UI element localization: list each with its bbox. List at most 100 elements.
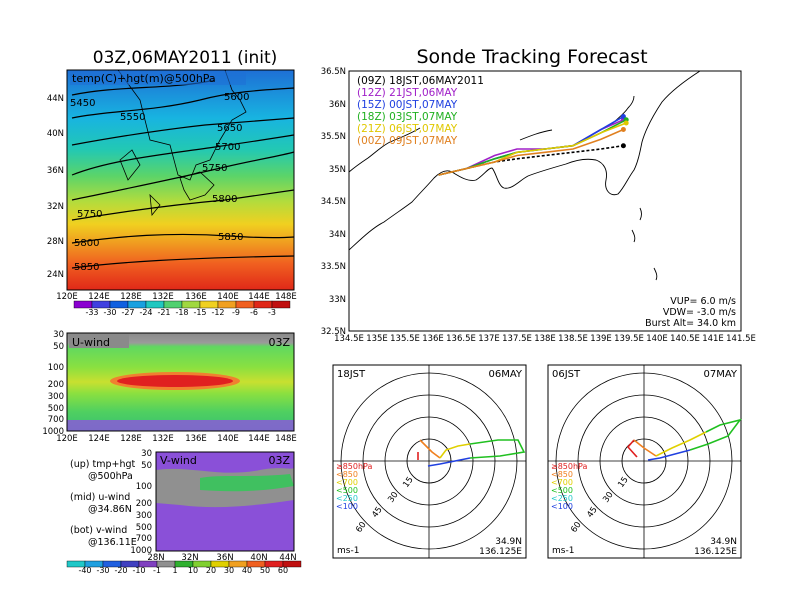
panel-vwind: V-wind 03Z 30 50 100 200 300 500 700 100…	[130, 449, 296, 563]
lat-tick: 44N	[279, 553, 296, 563]
track-legend-entry: (09Z) 18JST,06MAY2011	[357, 75, 484, 87]
lon-tick: 148E	[275, 434, 297, 444]
legend-notes: (up) tmp+hgt @500hPa (mid) u-wind @34.86…	[70, 459, 137, 548]
colorbar-label: -9	[232, 308, 240, 317]
p-tick: 500	[136, 523, 152, 533]
lon-tick: 135.5E	[390, 334, 420, 344]
hodo-lon: 136.125E	[479, 547, 522, 557]
lon-tick: 141E	[702, 334, 724, 344]
contour-label: 5650	[217, 123, 242, 134]
uwind-label: U-wind	[72, 336, 110, 349]
right-title: Sonde Tracking Forecast	[416, 46, 647, 68]
lat-tick: 44N	[47, 94, 64, 104]
track-map-frame	[348, 70, 742, 332]
hodo-legend-entry: <700	[551, 478, 573, 487]
wind-colorbar: -40 -30 -20 -10 -1 1 10 20 30 40 50 60	[66, 560, 302, 575]
vwind-time: 03Z	[268, 454, 290, 467]
lon-tick: 136.5E	[446, 334, 476, 344]
p-tick: 50	[141, 461, 152, 471]
colorbar-label: -30	[103, 308, 116, 317]
colorbar-swatch	[235, 300, 255, 309]
lon-tick: 139.5E	[614, 334, 644, 344]
contour-label: 5800	[212, 194, 237, 205]
colorbar-label: 30	[224, 566, 234, 575]
lon-tick: 134.5E	[334, 334, 364, 344]
track-legend-entry: (15Z) 00JST,07MAY	[357, 99, 458, 111]
lat-tick: 40N	[47, 129, 64, 139]
contour-label: 5800	[74, 238, 99, 249]
hodo-units: ms-1	[552, 546, 574, 556]
height-contour-labels: 5450 5550 5600 5650 5700 5750 5750 5800 …	[70, 92, 249, 273]
colorbar-swatch	[271, 300, 291, 309]
colorbar-label: 20	[206, 566, 216, 575]
lon-tick: 136E	[422, 334, 444, 344]
colorbar-swatch	[282, 560, 302, 568]
hodo-time: 06JST	[552, 369, 581, 380]
hodo-lat: 34.9N	[495, 537, 522, 547]
p-tick: 500	[48, 404, 64, 414]
lon-tick: 124E	[88, 434, 110, 444]
colorbar-swatch	[145, 300, 165, 309]
lat-tick: 34N	[329, 230, 346, 240]
lat-tick: 36N	[329, 100, 346, 110]
note-line: @34.86N	[88, 504, 132, 515]
hodograph-right: 06JST 07MAY 15 30 45 60 ms-1 34.9N 136.1…	[547, 364, 742, 559]
colorbar-swatch	[91, 300, 111, 309]
colorbar-label: -3	[268, 308, 276, 317]
colorbar-label: -27	[121, 308, 134, 317]
lat-tick: 33N	[329, 295, 346, 305]
track-burst-point	[620, 143, 626, 149]
lat-tick: 28N	[147, 553, 164, 563]
vwind-frame	[155, 451, 295, 552]
hodo-date: 06MAY	[488, 369, 522, 380]
track-legend-entry: (00Z) 09JST,07MAY	[357, 135, 458, 147]
lat-tick: 36N	[47, 166, 64, 176]
note-line: (up) tmp+hgt	[70, 459, 136, 470]
jet-core-max	[117, 375, 233, 387]
vwind-label: V-wind	[160, 454, 197, 467]
track-burst-point	[620, 127, 626, 132]
p-tick: 300	[136, 511, 152, 521]
panel-500-frame	[66, 69, 295, 291]
uwind-time: 03Z	[268, 336, 290, 349]
colorbar-label: -24	[139, 308, 152, 317]
lon-tick: 140E	[217, 292, 239, 302]
lat-tick: 28N	[47, 237, 64, 247]
note-line: @136.11E	[88, 537, 137, 548]
lat-tick: 32N	[47, 202, 64, 212]
lon-tick: 137.5E	[502, 334, 532, 344]
lon-tick: 138.5E	[558, 334, 588, 344]
contour-label: 5750	[202, 163, 227, 174]
lon-tick: 140E	[646, 334, 668, 344]
hodo-legend-entry: <500	[551, 486, 573, 495]
track-burst-point	[620, 114, 626, 119]
colorbar-label: -10	[132, 566, 145, 575]
lon-tick: 137E	[478, 334, 500, 344]
colorbar-label: 60	[278, 566, 288, 575]
colorbar-label: -20	[114, 566, 127, 575]
p-tick: 50	[53, 342, 64, 352]
track-legend-entry: (21Z) 06JST,07MAY	[357, 123, 458, 135]
track-legend-entry: (18Z) 03JST,07MAY	[357, 111, 458, 123]
p-tick: 300	[48, 392, 64, 402]
contour-label: 5600	[224, 92, 249, 103]
note-line: (bot) v-wind	[70, 525, 127, 536]
lat-tick: 36N	[216, 553, 233, 563]
lon-tick: 120E	[56, 434, 78, 444]
lon-tick: 128E	[120, 292, 142, 302]
p-tick: 30	[141, 449, 152, 459]
lat-tick: 32.5N	[321, 327, 346, 337]
track-info: VDW= -3.0 m/s	[663, 307, 736, 318]
track-map: (09Z) 18JST,06MAY2011 (12Z) 21JST,06MAY …	[321, 67, 756, 344]
p-tick: 700	[48, 415, 64, 425]
hodo-legend-entry: <500	[336, 486, 358, 495]
lon-tick: 128E	[120, 434, 142, 444]
lat-tick: 34.5N	[321, 197, 346, 207]
colorbar-swatch	[253, 300, 273, 309]
lon-tick: 120E	[56, 292, 78, 302]
land-outline	[117, 69, 247, 217]
p-tick: 700	[136, 534, 152, 544]
lon-tick: 132E	[152, 292, 174, 302]
lon-tick: 124E	[88, 292, 110, 302]
